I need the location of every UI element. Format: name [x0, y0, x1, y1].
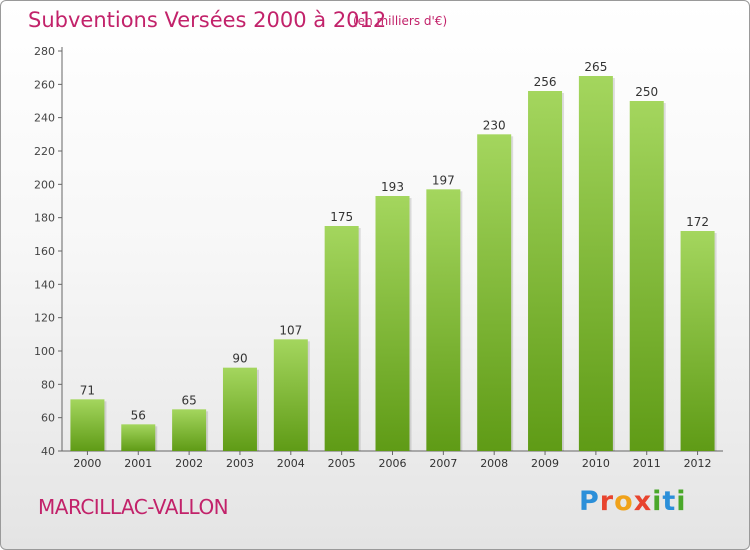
y-tick-label: 160 — [34, 245, 55, 258]
y-tick-label: 220 — [34, 145, 55, 158]
data-label: 175 — [330, 210, 353, 224]
bar-2001 — [121, 424, 156, 451]
bar-2000 — [70, 399, 105, 451]
bar-2010 — [578, 76, 613, 451]
data-label: 265 — [584, 60, 607, 74]
bar-2012 — [680, 231, 715, 451]
x-tick-label: 2000 — [73, 457, 101, 470]
y-tick-label: 140 — [34, 278, 55, 291]
unit-note: (en milliers d'€) — [353, 14, 448, 28]
x-tick-label: 2005 — [328, 457, 356, 470]
bar-2004 — [273, 339, 308, 451]
y-tick-label: 200 — [34, 178, 55, 191]
y-tick-label: 80 — [41, 378, 55, 391]
y-tick-label: 240 — [34, 112, 55, 125]
x-tick-label: 2011 — [633, 457, 661, 470]
data-label: 256 — [534, 75, 557, 89]
x-tick-label: 2006 — [379, 457, 407, 470]
y-tick-label: 100 — [34, 345, 55, 358]
x-tick-label: 2009 — [531, 457, 559, 470]
data-label: 172 — [686, 215, 709, 229]
x-tick-label: 2007 — [429, 457, 457, 470]
data-label: 250 — [635, 85, 658, 99]
commune-name: MARCILLAC-VALLON — [38, 495, 229, 519]
data-label: 90 — [232, 352, 247, 366]
data-label: 230 — [483, 118, 506, 132]
y-tick-label: 280 — [34, 45, 55, 58]
chart-title: Subventions Versées 2000 à 2012 — [28, 8, 387, 32]
data-label: 56 — [131, 408, 146, 422]
data-label: 193 — [381, 180, 404, 194]
bar-2011 — [629, 101, 664, 451]
y-tick-label: 260 — [34, 78, 55, 91]
bar-2006 — [375, 196, 410, 451]
data-label: 65 — [181, 393, 196, 407]
x-tick-label: 2008 — [480, 457, 508, 470]
bar-2008 — [477, 134, 512, 452]
bar-2003 — [222, 367, 257, 451]
data-label: 71 — [80, 383, 95, 397]
bar-2005 — [324, 226, 359, 451]
x-tick-label: 2010 — [582, 457, 610, 470]
y-tick-label: 180 — [34, 212, 55, 225]
x-tick-label: 2012 — [684, 457, 712, 470]
x-tick-label: 2002 — [175, 457, 203, 470]
x-tick-label: 2004 — [277, 457, 305, 470]
bar-2002 — [172, 409, 207, 451]
x-tick-label: 2003 — [226, 457, 254, 470]
y-tick-label: 40 — [41, 445, 55, 458]
y-tick-label: 60 — [41, 412, 55, 425]
x-tick-label: 2001 — [124, 457, 152, 470]
data-label: 197 — [432, 173, 455, 187]
bar-2009 — [528, 91, 563, 451]
y-tick-label: 120 — [34, 312, 55, 325]
bar-2007 — [426, 189, 461, 452]
proxiti-logo: Proxiti — [579, 486, 687, 517]
data-label: 107 — [279, 323, 302, 337]
